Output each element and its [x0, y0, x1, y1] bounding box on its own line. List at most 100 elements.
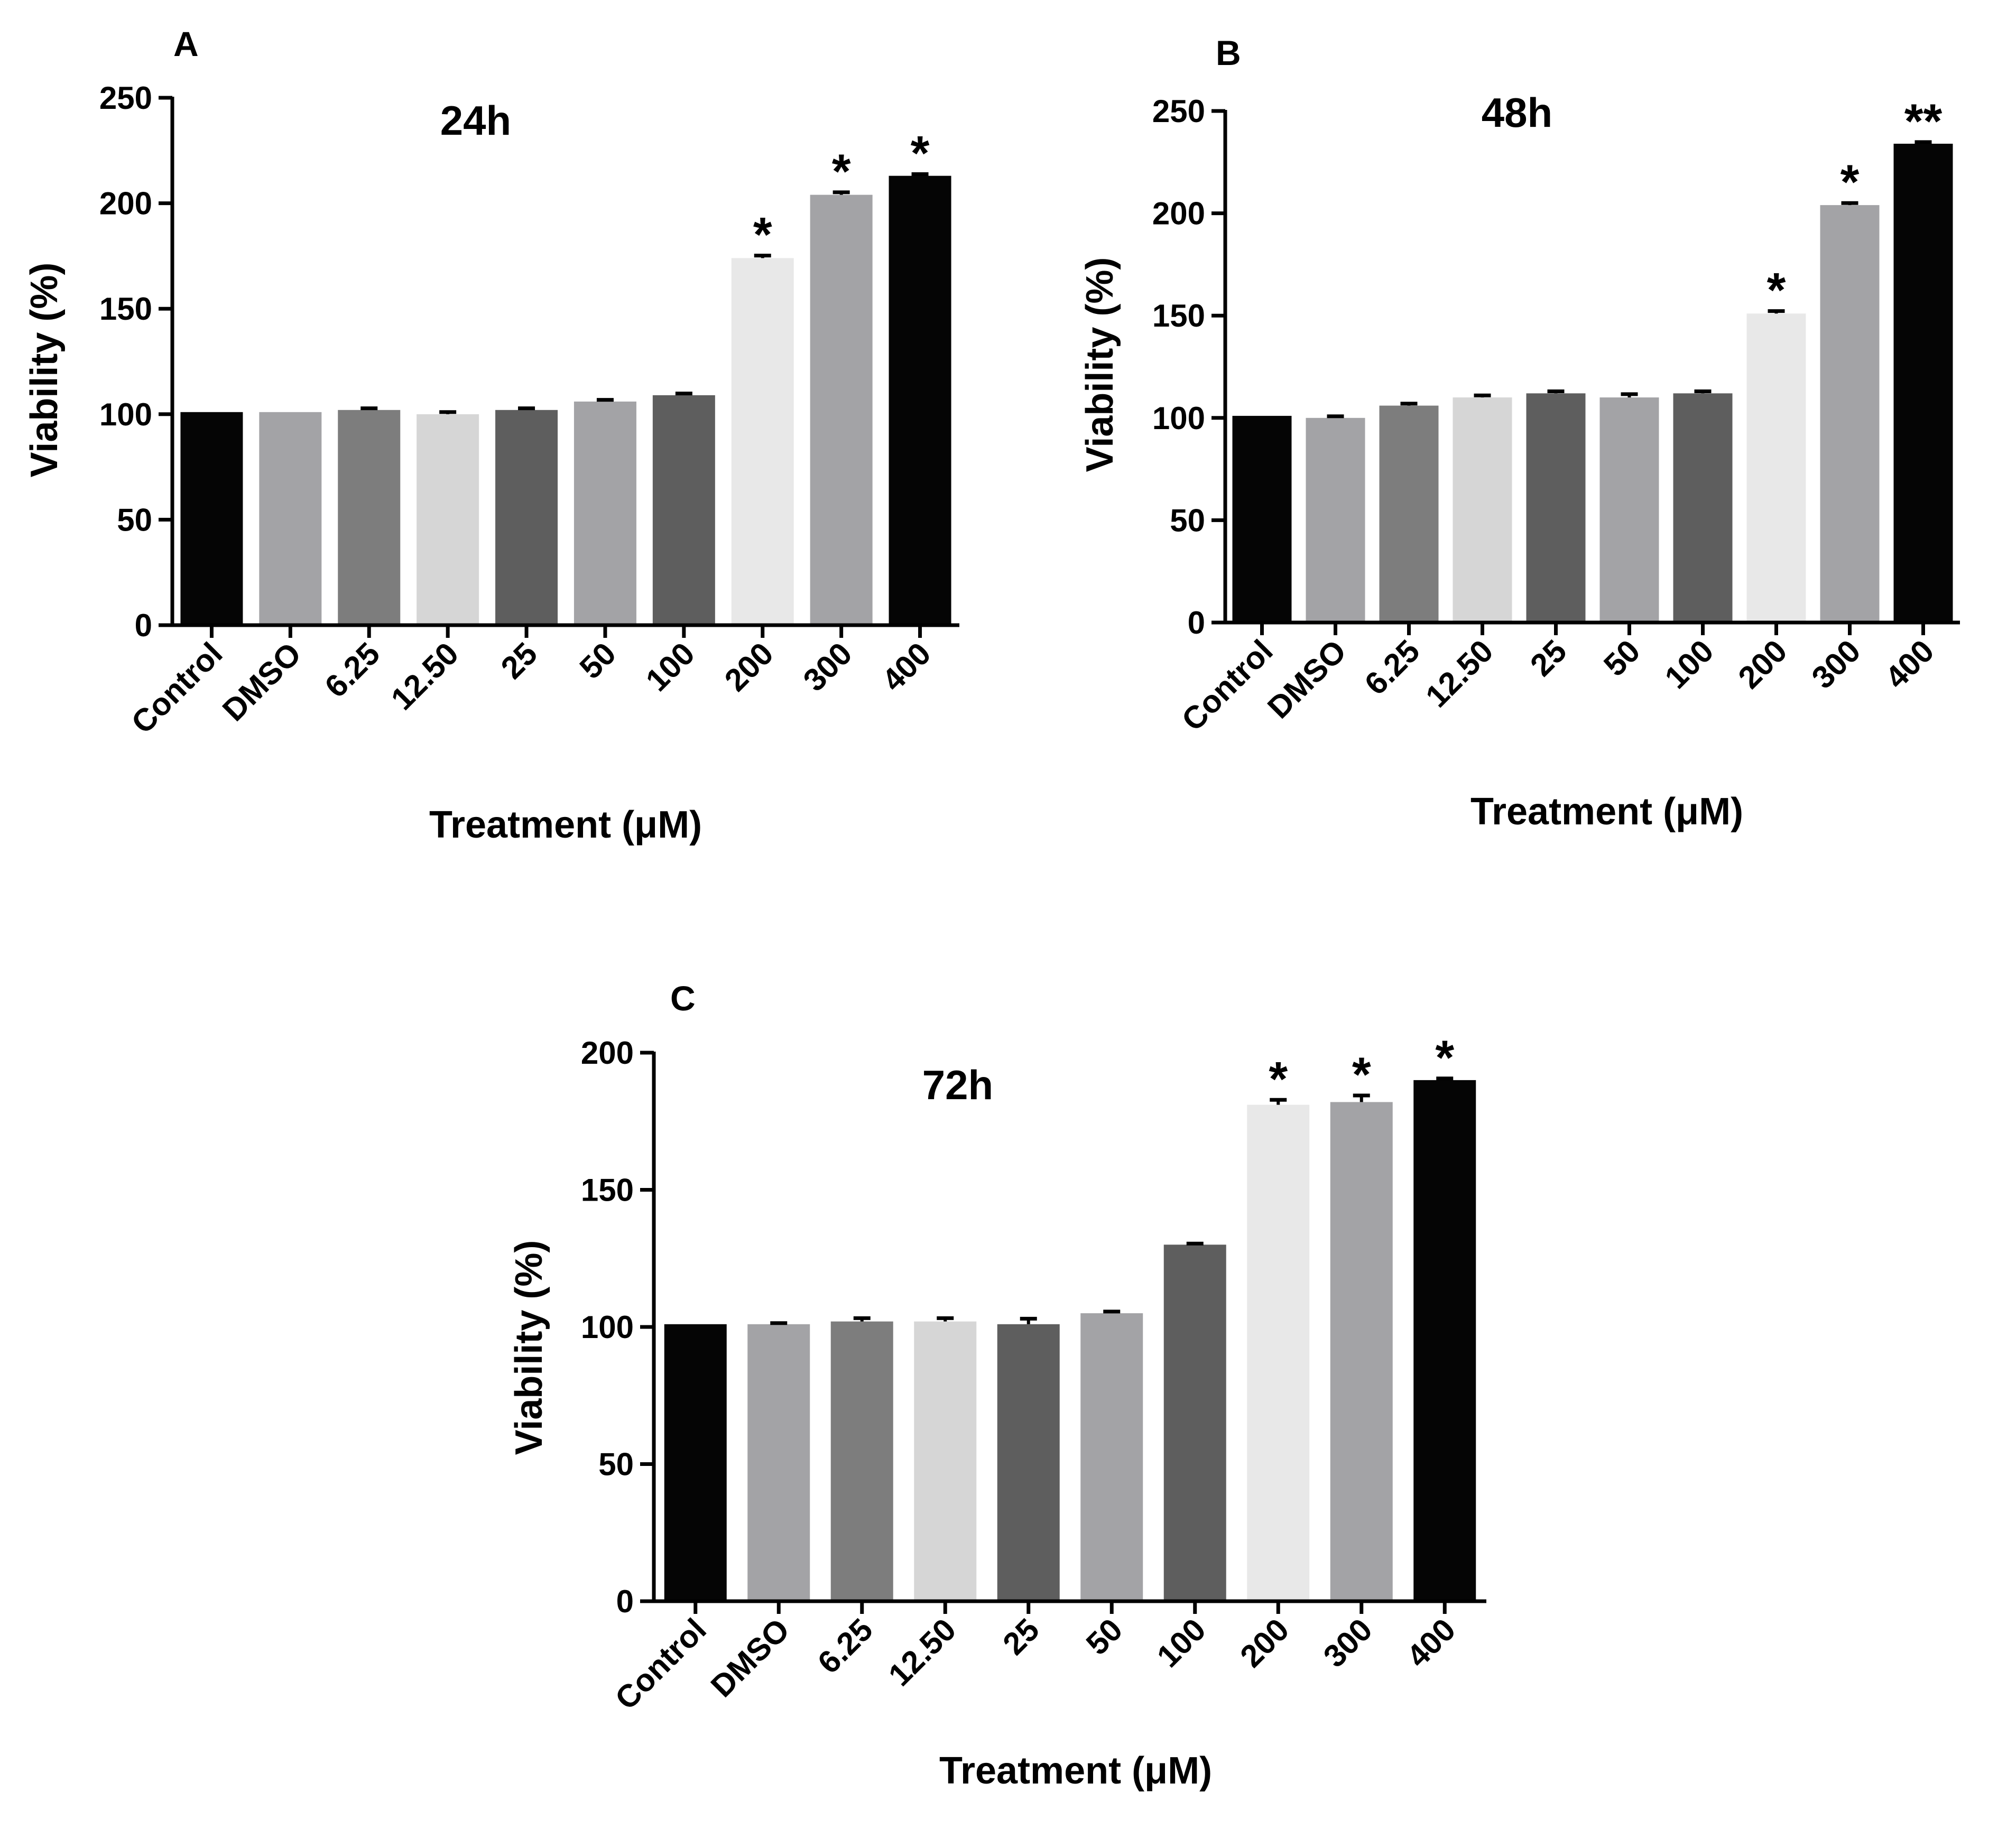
x-tick-label: DMSO: [704, 1612, 797, 1704]
bar-400: [1413, 1080, 1476, 1601]
y-tick-label: 200: [1152, 196, 1205, 231]
significance-mark: *: [1840, 155, 1860, 209]
bar-Control: [180, 412, 243, 625]
x-tick-label: DMSO: [216, 636, 308, 728]
bar-DMSO: [1306, 417, 1365, 623]
bar-6.25: [830, 1321, 893, 1601]
x-tick-label: 12.50: [882, 1612, 963, 1693]
x-tick-label: DMSO: [1261, 633, 1353, 726]
y-tick-label: 50: [117, 502, 152, 537]
x-tick-label: 200: [718, 636, 780, 698]
y-tick-label: 200: [581, 1035, 634, 1071]
y-tick-label: 250: [1152, 94, 1205, 129]
x-tick-label: 50: [1079, 1612, 1130, 1662]
bar-25: [495, 410, 558, 625]
panel-a-y-axis-title: Viability (%): [23, 263, 66, 478]
y-tick-label: 200: [99, 186, 152, 221]
panel-b-letter: B: [1216, 33, 1241, 72]
bar-6.25: [1379, 405, 1439, 623]
significance-mark: *: [1435, 1031, 1454, 1085]
panel-a-letter: A: [173, 24, 199, 63]
x-tick-label: 400: [1400, 1612, 1462, 1674]
x-tick-label: 100: [1150, 1612, 1213, 1674]
y-tick-label: 0: [135, 608, 152, 643]
bar-200: [1247, 1104, 1310, 1601]
panel-b-title: 48h: [1482, 89, 1552, 136]
y-tick-label: 50: [1170, 503, 1205, 538]
significance-mark: **: [1904, 95, 1943, 148]
panel-c-title: 72h: [922, 1062, 993, 1108]
significance-mark: *: [1352, 1048, 1371, 1102]
y-tick-label: 150: [581, 1173, 634, 1208]
bar-300: [810, 194, 873, 626]
bar-12.50: [914, 1321, 977, 1601]
bar-50: [1599, 397, 1659, 623]
y-tick-label: 250: [99, 80, 152, 116]
x-tick-label: 25: [996, 1612, 1046, 1662]
bar-200: [1746, 313, 1806, 623]
bar-DMSO: [747, 1324, 810, 1601]
y-tick-label: 0: [1188, 605, 1205, 640]
y-tick-label: 50: [598, 1447, 634, 1482]
bar-6.25: [338, 410, 401, 625]
x-tick-label: 6.25: [1358, 633, 1427, 702]
x-tick-label: 100: [639, 636, 701, 698]
significance-mark: *: [832, 145, 851, 199]
x-tick-label: 100: [1658, 633, 1721, 695]
x-tick-label: 12.50: [1419, 633, 1500, 714]
bar-200: [731, 258, 794, 626]
significance-mark: *: [1269, 1052, 1288, 1106]
x-tick-label: Control: [124, 636, 229, 740]
panel-b-y-axis-title: Viability (%): [1079, 257, 1121, 472]
bar-300: [1330, 1102, 1393, 1601]
bar-100: [1163, 1245, 1226, 1601]
panel-c-y-axis-title: Viability (%): [508, 1240, 550, 1455]
x-tick-label: 50: [573, 636, 623, 686]
x-tick-label: Control: [608, 1612, 713, 1716]
y-tick-label: 150: [1152, 298, 1205, 333]
bar-Control: [1232, 415, 1292, 623]
x-tick-label: 300: [1317, 1612, 1379, 1674]
x-tick-label: 6.25: [811, 1612, 880, 1680]
significance-mark: *: [1767, 264, 1786, 318]
bar-25: [1526, 393, 1586, 623]
bar-50: [1080, 1313, 1143, 1601]
bar-25: [997, 1324, 1060, 1601]
y-tick-label: 0: [616, 1584, 634, 1619]
x-tick-label: 25: [494, 636, 544, 686]
x-tick-label: 200: [1732, 633, 1794, 695]
x-tick-label: 6.25: [318, 636, 386, 704]
bar-100: [1673, 393, 1733, 623]
bar-400: [889, 175, 951, 626]
x-tick-label: 12.50: [384, 636, 466, 717]
x-tick-label: 200: [1233, 1612, 1296, 1674]
bar-300: [1820, 205, 1880, 623]
bar-DMSO: [259, 412, 322, 625]
x-tick-label: 400: [1879, 633, 1941, 695]
panel-c-letter: C: [670, 979, 696, 1018]
x-tick-label: Control: [1175, 633, 1280, 738]
y-tick-label: 100: [99, 397, 152, 432]
x-tick-label: 50: [1597, 633, 1647, 683]
significance-mark: *: [753, 208, 772, 262]
x-tick-label: 300: [1805, 633, 1867, 695]
panel-b-x-axis-title: Treatment (μM): [1470, 791, 1743, 833]
panel-a-x-axis-title: Treatment (μM): [429, 804, 702, 846]
bar-100: [652, 395, 715, 625]
y-tick-label: 100: [1152, 401, 1205, 436]
bar-Control: [664, 1324, 727, 1601]
panel-a-title: 24h: [440, 97, 511, 144]
x-tick-label: 25: [1523, 633, 1574, 683]
bar-400: [1893, 143, 1953, 623]
x-tick-label: 300: [797, 636, 859, 698]
significance-mark: *: [911, 127, 930, 181]
panel-c-x-axis-title: Treatment (μM): [939, 1750, 1212, 1792]
bar-50: [574, 401, 636, 625]
